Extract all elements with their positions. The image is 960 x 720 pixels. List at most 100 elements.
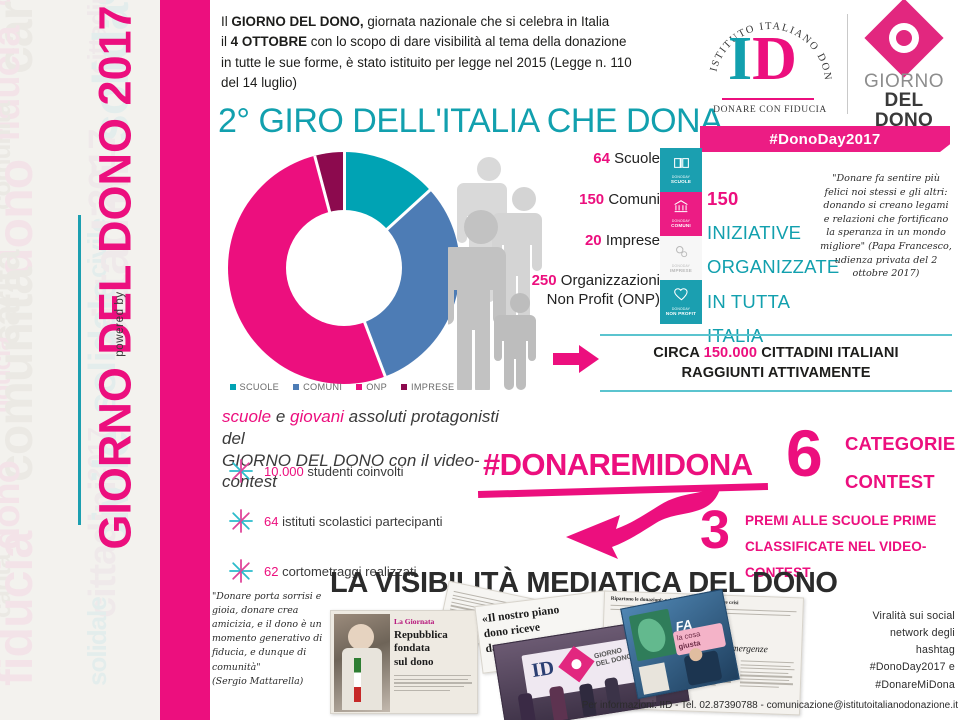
curved-arrow-left-icon — [566, 485, 720, 559]
bank-icon — [674, 200, 688, 217]
papa-quote-attribution: (Papa Francesco, udienza privata del 2 o… — [834, 241, 952, 280]
tile-label: SCUOLE — [670, 178, 692, 184]
bullet-list: 10.000 studenti coinvolti 64 istituti sco… — [228, 458, 508, 608]
intro-line2-pre: il — [221, 34, 231, 50]
tile-label: IMPRESE — [669, 267, 693, 273]
intro-line2-post: con lo scopo di dare visibilità al tema … — [307, 34, 627, 50]
papa-quote-text: "Donare fa sentire più felici noi stessi… — [820, 173, 949, 253]
arrow-right-icon — [553, 345, 599, 373]
asterisk-star-icon — [229, 509, 253, 533]
donoday-banner: #DonoDay2017 — [700, 126, 950, 152]
intro-line1-pre: Il — [221, 14, 232, 29]
stat-row: 250 Organizzazioni Non Profit (ONP) — [470, 272, 660, 310]
iniziative-number: 150 — [707, 188, 739, 209]
intro-paragraph: Il GIORNO DEL DONO, giornata nazionale c… — [221, 12, 691, 94]
legend-swatch — [401, 384, 407, 390]
legend-label: ONP — [366, 382, 387, 392]
legend-item: SCUOLE — [229, 382, 280, 392]
tile-sublabel: DONODAY — [671, 263, 691, 268]
icon-tile-non-profit: DONODAY NON PROFIT — [660, 280, 702, 324]
logo-divider — [847, 14, 848, 114]
mattarella-quote-text: "Donare porta sorrisi e gioia, donare cr… — [212, 591, 323, 673]
stat-label-2: Non Profit (ONP) — [546, 291, 660, 308]
repubblica-headline: Repubblica fondata sul dono — [394, 629, 448, 668]
circa-top-rule — [600, 334, 952, 336]
three-labels: PREMI ALLE SCUOLE PRIME CLASSIFICATE NEL… — [745, 508, 960, 585]
stat-label: Comuni — [608, 190, 660, 208]
hashtag-donaremidona: #DONAREMIDONA — [483, 447, 753, 482]
circa-bottom-rule — [600, 390, 952, 393]
tv-fa-la-cosa-giusta-photo: FA la cosa giusta — [620, 588, 740, 700]
section-title-giro: 2° GIRO DELL'ITALIA CHE DONA — [218, 102, 723, 140]
iid-tagline: DONARE CON FIDUCIA — [713, 105, 827, 115]
mattarella-quote-attribution: (Sergio Mattarella) — [212, 675, 304, 687]
three-label-2: CLASSIFICATE NEL VIDEO-CONTEST — [745, 538, 927, 580]
legend-label: SCUOLE — [239, 382, 280, 392]
stat-number: 64 — [593, 150, 610, 167]
viral-line-5: #DonareMiDona — [875, 678, 955, 691]
legend-item: COMUNI — [293, 382, 342, 392]
intro-line3: in tutte le sue forme, è stato istituito… — [221, 54, 632, 70]
circa-text: CIRCA 150.000 CITTADINI ITALIANI RAGGIUN… — [600, 336, 952, 390]
logo-deldono-text: DEL DONO — [874, 90, 934, 131]
iid-logo: ISTITUTO ITALIANO DONAZIONE ID DONARE CO… — [700, 10, 840, 122]
legend-swatch — [293, 384, 300, 390]
intro-line1-bold: GIORNO DEL DONO, — [231, 14, 364, 29]
six-label-2: CONTEST — [845, 470, 935, 492]
stat-number: 150 — [579, 190, 605, 208]
footer-contact: Per informazioni: IID - Tel. 02.87390788… — [581, 700, 958, 711]
viral-line-1: Viralità sui social — [872, 610, 955, 622]
scuole-mid: e — [271, 407, 291, 426]
stat-number: 20 — [584, 231, 602, 249]
chart-legend: SCUOLE COMUNI ONP IMPRESE — [222, 382, 462, 392]
bullet-item: 10.000 studenti coinvolti — [228, 458, 508, 484]
viral-line-3: hashtag — [915, 644, 955, 657]
bullet-number: 10.000 — [264, 463, 304, 479]
repubblica-clipping: La Giornata Repubblica fondata sul dono — [330, 610, 478, 714]
scuole-line2: GIORNO DEL DONO con il video-contest — [222, 450, 480, 492]
tile-sublabel: DONODAY — [671, 307, 691, 311]
circa-number: 150.000 — [703, 345, 758, 361]
bullet-text: 62 cortometraggi realizzati — [264, 563, 417, 579]
statistics-list: 64 Scuole 150 Comuni 20 Imprese 250 Organiz… — [470, 150, 660, 332]
legend-item: IMPRESE — [401, 382, 454, 392]
legend-label: IMPRESE — [411, 382, 455, 392]
legend-swatch — [356, 384, 363, 390]
powered-by-label: powered by — [114, 291, 126, 357]
legend-item: ONP — [356, 382, 387, 392]
scuole-giovani-text: scuole e giovani assoluti protagonisti d… — [222, 406, 522, 493]
people-silhouettes-icon — [448, 157, 542, 390]
iniziative-word: INIZIATIVE — [707, 222, 802, 244]
six-number: 6 — [786, 416, 823, 490]
tile-label: COMUNI — [671, 223, 691, 228]
stat-label: Scuole — [614, 150, 660, 167]
media-collage: La Giornata Repubblica fondata sul dono «I… — [330, 580, 890, 720]
giovani-word: giovani — [290, 407, 344, 426]
icon-tile-imprese: DONODAY IMPRESE — [660, 236, 702, 280]
bullet-item: 64 istituti scolastici partecipanti — [228, 508, 508, 534]
book-icon — [673, 157, 689, 173]
heart-icon — [673, 288, 689, 305]
pink-accent-strip — [160, 0, 210, 720]
three-label-1: PREMI ALLE SCUOLE PRIME — [745, 513, 937, 528]
scuole-rest: assoluti protagonisti del — [222, 407, 499, 448]
legend-label: COMUNI — [303, 382, 343, 392]
donut-hole — [286, 210, 402, 326]
donut-chart — [228, 152, 460, 384]
viral-social-note: Viralità sui social network degli hashta… — [850, 608, 955, 694]
viral-line-2: network degli — [889, 627, 955, 640]
six-labels: CATEGORIE CONTEST — [845, 425, 960, 501]
iid-rule — [722, 98, 814, 100]
tile-sublabel: DONODAY — [671, 219, 691, 223]
stat-label: Imprese — [605, 231, 660, 249]
watermark-word: solidale — [82, 597, 112, 686]
intro-line2-bold: 4 OTTOBRE — [230, 34, 308, 50]
repubblica-kicker: La Giornata — [394, 617, 435, 626]
tile-sublabel: DONODAY — [671, 174, 691, 179]
mattarella-quote: "Donare porta sorrisi e gioia, donare cr… — [212, 590, 332, 689]
iid-letter-d: D — [752, 25, 797, 93]
icon-tile-scuole: DONODAY SCUOLE — [660, 148, 702, 192]
gears-icon — [674, 244, 688, 262]
asterisk-star-icon — [229, 459, 253, 483]
giorno-del-dono-logo: GIORNO DEL DONO — [858, 0, 950, 130]
